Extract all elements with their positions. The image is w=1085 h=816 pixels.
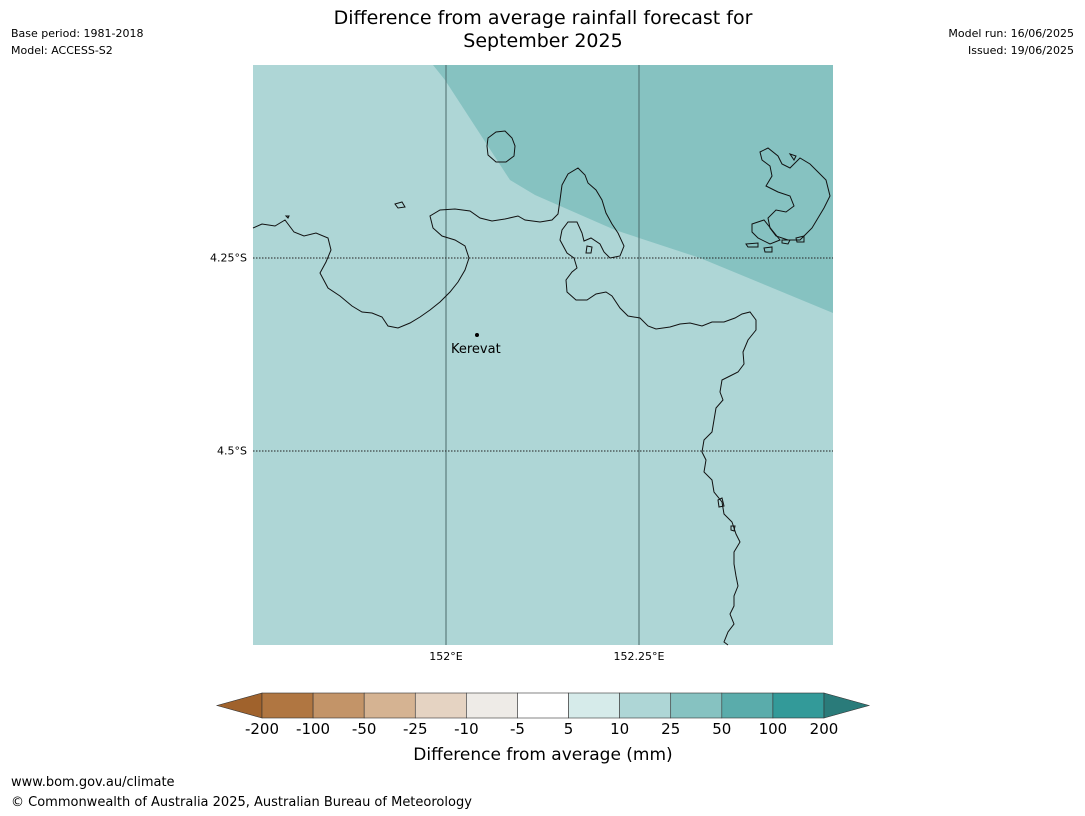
- colorbar-cell: [619, 692, 672, 719]
- colorbar-cell: [414, 692, 467, 719]
- colorbar-cell: [670, 692, 723, 719]
- meta-left: Base period: 1981-2018 Model: ACCESS-S2: [11, 25, 143, 59]
- coastline-northeast-islet-3: [763, 246, 773, 253]
- colorbar: [215, 692, 871, 719]
- coastline-northeast-islet-6: [788, 153, 797, 161]
- colorbar-cells: [261, 692, 825, 719]
- colorbar-tick-label: 50: [712, 720, 732, 738]
- town-marker: [475, 333, 479, 337]
- town-label: Kerevat: [451, 342, 501, 357]
- colorbar-tick-label: 200: [809, 720, 839, 738]
- colorbar-tick-label: -10: [454, 720, 479, 738]
- footer-copyright: © Commonwealth of Australia 2025, Austra…: [11, 795, 472, 810]
- coastline-main: [252, 167, 757, 646]
- lat-label-4-25: 4.25°S: [210, 251, 247, 265]
- colorbar-arrow-low: [215, 692, 263, 719]
- meta-right: Model run: 16/06/2025 Issued: 19/06/2025: [948, 25, 1074, 59]
- colorbar-tick-label: -50: [351, 720, 377, 738]
- map-region-dark: [433, 65, 833, 313]
- lon-label-152-25: 152.25°E: [613, 650, 665, 663]
- coastline-islet-2: [394, 201, 406, 209]
- model-text: Model: ACCESS-S2: [11, 44, 113, 57]
- coastline-northeast-islet-2: [745, 242, 759, 248]
- colorbar-tick-label: -5: [509, 720, 525, 738]
- coastline-islet-6: [730, 525, 736, 532]
- coastline-islet-3: [284, 215, 290, 219]
- base-period-text: Base period: 1981-2018: [11, 27, 144, 40]
- model-run-text: Model run: 16/06/2025: [948, 27, 1074, 40]
- coastline-northeast-islet-1: [751, 219, 781, 245]
- issued-text: Issued: 19/06/2025: [967, 44, 1074, 57]
- colorbar-label: Difference from average (mm): [413, 745, 673, 765]
- colorbar-tick-label: -25: [403, 720, 428, 738]
- colorbar-tick-label: -100: [296, 720, 331, 738]
- title-line-2: September 2025: [463, 30, 623, 52]
- colorbar-arrow-high: [823, 692, 871, 719]
- coastline-islet-1: [486, 130, 516, 163]
- footer-url: www.bom.gov.au/climate: [11, 775, 175, 790]
- colorbar-cell: [721, 692, 774, 719]
- colorbar-cell: [466, 692, 518, 719]
- colorbar-cell: [261, 692, 314, 719]
- coastline-islet-4: [585, 245, 593, 254]
- colorbar-tick-label: 5: [563, 720, 574, 738]
- lat-label-4-5: 4.5°S: [217, 444, 247, 458]
- coastline: [252, 130, 831, 646]
- colorbar-cell: [568, 692, 620, 719]
- colorbar-tick-label: 100: [758, 720, 788, 738]
- coastline-northeast-islet-4: [781, 239, 791, 245]
- colorbar-cell: [517, 692, 569, 719]
- colorbar-tick-label: 25: [661, 720, 681, 738]
- colorbar-cell: [772, 692, 825, 719]
- coastline-northeast-land: [759, 147, 831, 241]
- lon-label-152: 152°E: [429, 650, 463, 663]
- title-line-1: Difference from average rainfall forecas…: [333, 7, 753, 29]
- coastline-northeast-islet-5: [795, 235, 805, 243]
- colorbar-cell: [312, 692, 365, 719]
- colorbar-tick-label: 10: [610, 720, 630, 738]
- colorbar-cell: [363, 692, 416, 719]
- coastline-islet-5: [717, 497, 725, 508]
- colorbar-tick-label: -200: [244, 720, 280, 738]
- page-title: Difference from average rainfall forecas…: [243, 7, 843, 53]
